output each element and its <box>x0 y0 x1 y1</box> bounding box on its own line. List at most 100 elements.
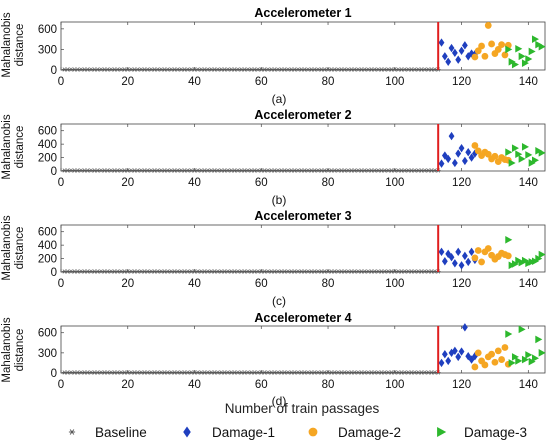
x-tick-label: 0 <box>58 76 64 88</box>
x-tick-label: 40 <box>188 379 201 391</box>
data-point-damage-2 <box>471 363 479 371</box>
data-point-damage-3 <box>511 144 519 152</box>
panel-subcaption: (d) <box>272 394 287 408</box>
x-tick-label: 40 <box>188 76 201 88</box>
data-point-damage-2 <box>478 258 485 266</box>
data-point-damage-2 <box>494 347 502 355</box>
data-point-damage-3 <box>505 330 513 338</box>
data-point-damage-3 <box>518 325 526 334</box>
plot-area <box>60 21 546 71</box>
panel-title: Accelerometer 3 <box>254 209 351 223</box>
data-point-damage-1 <box>468 247 475 257</box>
data-point-damage-1 <box>445 57 452 66</box>
legend-marker-damage-2 <box>308 427 318 437</box>
x-tick-label: 100 <box>385 76 404 88</box>
data-point-damage-1 <box>451 346 458 356</box>
series-damage-3 <box>505 235 546 270</box>
y-tick-label: 200 <box>38 153 57 165</box>
x-tick-label: 0 <box>58 177 64 189</box>
panel-accelerometer-1: Accelerometer 1 0 20 40 60 80 100 120 140 0 300 600… <box>1 6 546 106</box>
data-point-damage-3 <box>528 47 536 56</box>
legend-marker-baseline <box>68 429 76 435</box>
data-point-damage-2 <box>484 22 492 29</box>
x-axis-label: Number of train passages <box>225 401 380 416</box>
data-point-damage-3 <box>531 35 539 43</box>
data-point-damage-1 <box>451 48 458 58</box>
series-damage-2 <box>471 22 512 61</box>
x-tick-label: 100 <box>385 177 404 189</box>
data-point-damage-1 <box>441 151 448 160</box>
legend-marker-shape <box>437 427 447 437</box>
series-baseline <box>61 67 441 72</box>
data-point-damage-3 <box>525 151 533 159</box>
series-damage-1 <box>438 131 478 168</box>
plot-area <box>60 224 546 273</box>
x-tick-label: 60 <box>255 76 268 88</box>
data-point-damage-2 <box>504 252 512 260</box>
data-point-damage-1 <box>465 148 472 157</box>
data-point-damage-3 <box>525 55 533 63</box>
data-point-damage-2 <box>491 358 499 366</box>
series-damage-3 <box>505 143 546 167</box>
x-tick-label: 40 <box>188 177 201 189</box>
y-tick-label: 300 <box>38 348 57 360</box>
x-tick-label: 120 <box>452 278 471 290</box>
data-point-damage-1 <box>458 347 465 356</box>
data-point-damage-1 <box>472 149 478 158</box>
data-point-damage-1 <box>455 149 462 158</box>
y-axis-label: Mahalanobisdistance <box>1 114 26 179</box>
data-point-damage-2 <box>498 356 506 363</box>
x-tick-label: 0 <box>58 379 64 391</box>
data-point-damage-1 <box>438 358 445 368</box>
data-point-damage-3 <box>505 148 513 156</box>
data-point-damage-2 <box>481 361 489 369</box>
series-damage-1 <box>438 247 478 270</box>
y-tick-label: 600 <box>38 126 57 138</box>
data-point-damage-2 <box>471 53 479 61</box>
data-point-damage-3 <box>521 143 529 151</box>
x-tick-label: 140 <box>519 76 538 88</box>
data-point-damage-1 <box>438 38 445 47</box>
legend-marker-shape <box>308 427 318 437</box>
x-tick-label: 100 <box>385 278 404 290</box>
data-point-damage-1 <box>458 143 465 153</box>
y-tick-label: 300 <box>38 44 57 56</box>
x-tick-label: 120 <box>452 379 471 391</box>
data-point-damage-2 <box>494 46 502 53</box>
data-point-damage-3 <box>518 155 526 163</box>
data-point-damage-1 <box>445 154 452 164</box>
legend-marker-damage-3 <box>437 427 447 437</box>
data-point-damage-3 <box>535 335 543 344</box>
y-tick-label: 200 <box>38 254 57 266</box>
series-damage-3 <box>505 35 546 69</box>
series-damage-1 <box>438 38 478 66</box>
legend-label-damage-2: Damage-2 <box>338 425 401 440</box>
data-point-damage-1 <box>451 158 458 168</box>
data-point-damage-1 <box>441 350 448 359</box>
data-point-damage-1 <box>472 352 478 361</box>
data-point-damage-1 <box>458 261 465 270</box>
x-tick-label: 60 <box>255 379 268 391</box>
y-tick-label: 0 <box>51 166 57 178</box>
data-point-damage-2 <box>474 247 482 254</box>
x-tick-label: 140 <box>519 379 538 391</box>
series-damage-2 <box>471 245 512 266</box>
x-tick-label: 120 <box>452 76 471 88</box>
y-tick-label: 0 <box>51 368 57 380</box>
data-point-damage-2 <box>471 142 479 149</box>
data-point-damage-1 <box>461 251 468 261</box>
y-tick-label: 400 <box>38 240 57 252</box>
data-point-damage-3 <box>521 59 529 67</box>
x-tick-label: 140 <box>519 278 538 290</box>
data-point-damage-1 <box>461 156 468 166</box>
x-tick-label: 20 <box>121 379 134 391</box>
data-point-damage-3 <box>535 254 543 263</box>
y-tick-label: 0 <box>51 65 57 77</box>
data-point-damage-2 <box>474 47 482 55</box>
series-damage-2 <box>471 344 512 371</box>
panel-subcaption: (a) <box>272 92 287 106</box>
data-point-damage-3 <box>515 357 523 365</box>
data-point-damage-1 <box>451 259 458 268</box>
x-tick-label: 120 <box>452 177 471 189</box>
